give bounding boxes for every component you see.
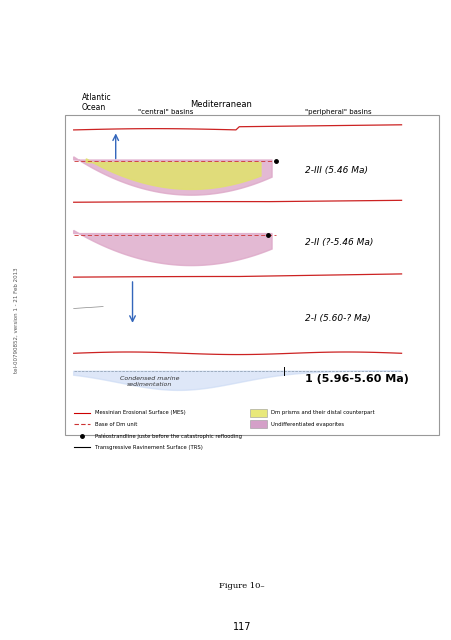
- Text: 1 (5.96-5.60 Ma): 1 (5.96-5.60 Ma): [304, 374, 408, 384]
- Text: Base of Dm unit: Base of Dm unit: [95, 422, 137, 427]
- Text: 2-II (?-5.46 Ma): 2-II (?-5.46 Ma): [304, 238, 373, 247]
- Text: Mediterranean: Mediterranean: [189, 100, 251, 109]
- Text: Figure 10–: Figure 10–: [219, 582, 264, 589]
- Bar: [250, 420, 267, 428]
- Text: Undifferentiated evaporites: Undifferentiated evaporites: [271, 422, 344, 427]
- Bar: [250, 409, 267, 417]
- Text: Dm prisms and their distal counterpart: Dm prisms and their distal counterpart: [271, 410, 374, 415]
- Text: 2-I (5.60-? Ma): 2-I (5.60-? Ma): [304, 314, 370, 323]
- Text: Atlantic
Ocean: Atlantic Ocean: [82, 93, 111, 112]
- Text: Transgressive Ravinement Surface (TRS): Transgressive Ravinement Surface (TRS): [95, 445, 202, 450]
- Text: Condensed marine
sedimentation: Condensed marine sedimentation: [120, 376, 179, 387]
- Polygon shape: [74, 157, 272, 195]
- Polygon shape: [86, 159, 260, 189]
- Text: 117: 117: [232, 622, 250, 632]
- Text: Paléostrandline juste before the catastrophic reflooding: Paléostrandline juste before the catastr…: [95, 433, 241, 438]
- Text: tel-00790852, version 1 - 21 Feb 2013: tel-00790852, version 1 - 21 Feb 2013: [13, 267, 18, 373]
- Polygon shape: [74, 371, 400, 390]
- Text: "central" basins: "central" basins: [138, 109, 193, 115]
- Text: Messinian Erosional Surface (MES): Messinian Erosional Surface (MES): [95, 410, 185, 415]
- Text: 2-III (5.46 Ma): 2-III (5.46 Ma): [304, 166, 367, 175]
- Bar: [65, 115, 438, 435]
- Polygon shape: [74, 230, 272, 266]
- Text: "peripheral" basins: "peripheral" basins: [304, 109, 371, 115]
